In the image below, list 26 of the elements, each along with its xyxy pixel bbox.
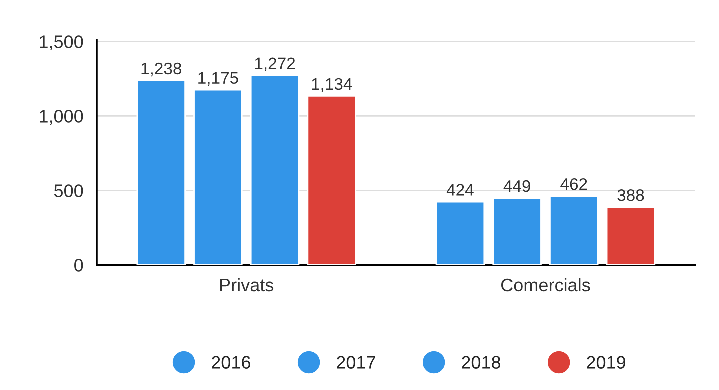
bar [250,74,300,266]
data-label: 1,238 [142,62,182,77]
bar [194,89,243,266]
bar [436,201,486,266]
bar [606,206,656,266]
data-label: 1,134 [312,78,352,92]
data-label: 388 [618,190,644,202]
data-label: 462 [560,178,588,190]
data-label: 1,175 [198,72,238,86]
bar [550,196,599,266]
legend-label: 2016 [212,356,250,369]
x-tick-label: Comercials [501,278,590,292]
bar [492,198,542,266]
y-tick-label: 1,500 [40,36,84,51]
legend-label: 2018 [462,356,501,369]
bar [136,80,186,266]
data-label: 449 [504,180,530,192]
y-tick-label: 0 [74,259,84,272]
legend-label: 2019 [587,356,626,369]
bar [307,96,356,266]
legend-label: 2017 [337,356,376,369]
data-label: 424 [446,184,474,196]
y-tick-label: 500 [54,184,84,198]
data-label: 1,272 [255,58,296,72]
y-tick-label: 1,000 [40,110,84,126]
x-tick-label: Privats [220,278,274,292]
